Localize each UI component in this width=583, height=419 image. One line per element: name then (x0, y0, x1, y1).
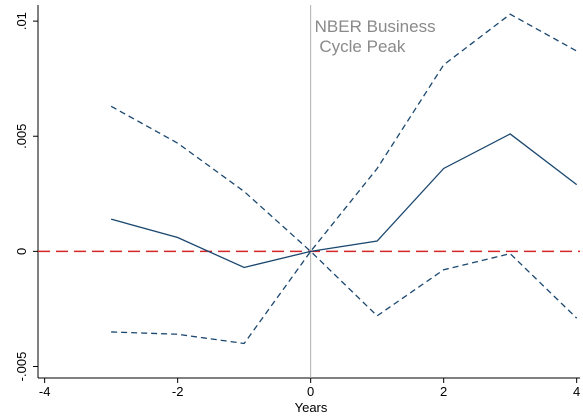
y-tick-label: .01 (14, 12, 29, 30)
annotation: NBER Business (315, 17, 436, 36)
x-axis-label: Years (295, 400, 328, 415)
x-tick-label: 4 (573, 384, 580, 399)
x-tick-label: -4 (39, 384, 51, 399)
series-line (111, 250, 578, 345)
x-tick-label: 2 (440, 384, 447, 399)
y-tick-label: .005 (14, 124, 29, 149)
x-tick-label: -2 (172, 384, 184, 399)
annotation: Cycle Peak (315, 37, 406, 56)
y-tick-label: -.005 (14, 352, 29, 382)
y-tick-label: 0 (14, 248, 29, 255)
series-line (110, 13, 577, 253)
x-tick-label: 0 (307, 384, 314, 399)
series-line (110, 133, 578, 269)
